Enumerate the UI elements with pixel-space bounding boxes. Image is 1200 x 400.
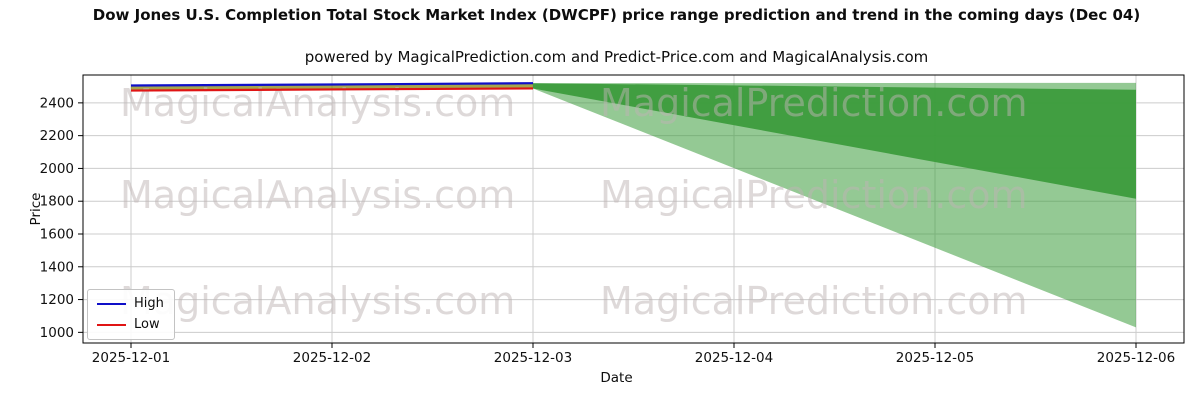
chart-subtitle: powered by MagicalPrediction.com and Pre… <box>304 48 929 66</box>
low-line <box>130 87 534 92</box>
watermark-text: MagicalAnalysis.com <box>120 81 515 125</box>
x-tick-label: 2025-12-05 <box>896 350 974 366</box>
watermark-text: MagicalPrediction.com <box>600 279 1028 323</box>
y-tick-label: 1400 <box>40 259 74 275</box>
chart-title: Dow Jones U.S. Completion Total Stock Ma… <box>92 6 1141 24</box>
x-tick-label: 2025-12-06 <box>1097 350 1175 366</box>
high-line <box>130 82 534 87</box>
legend-label-low: Low <box>134 317 160 332</box>
y-tick-label: 1800 <box>40 194 74 210</box>
plot-border <box>82 74 1185 344</box>
y-tick-label: 1200 <box>40 292 74 308</box>
watermark-text: MagicalAnalysis.com <box>120 279 515 323</box>
watermark-text: MagicalAnalysis.com <box>120 173 515 217</box>
x-tick-label: 2025-12-04 <box>695 350 773 366</box>
prediction-inner-band <box>533 83 1136 199</box>
y-tick-label: 2200 <box>40 128 74 144</box>
legend: High Low <box>87 289 175 340</box>
watermark-text: MagicalPrediction.com <box>600 81 1028 125</box>
x-tick-label: 2025-12-03 <box>494 350 572 366</box>
y-axis-label: Price <box>28 192 44 226</box>
y-tick-label: 1000 <box>40 325 74 341</box>
x-tick-label: 2025-12-01 <box>92 350 170 366</box>
y-tick-label: 2400 <box>40 95 74 111</box>
legend-label-high: High <box>134 296 164 311</box>
watermark-text: MagicalPrediction.com <box>600 173 1028 217</box>
x-tick-label: 2025-12-02 <box>293 350 371 366</box>
y-tick-label: 1600 <box>40 226 74 242</box>
legend-item-low: Low <box>97 318 164 332</box>
legend-item-high: High <box>97 297 164 311</box>
y-tick-label: 2000 <box>40 161 74 177</box>
x-axis-label: Date <box>600 370 633 386</box>
high-line-swatch <box>97 303 126 305</box>
low-line-swatch <box>97 324 126 326</box>
